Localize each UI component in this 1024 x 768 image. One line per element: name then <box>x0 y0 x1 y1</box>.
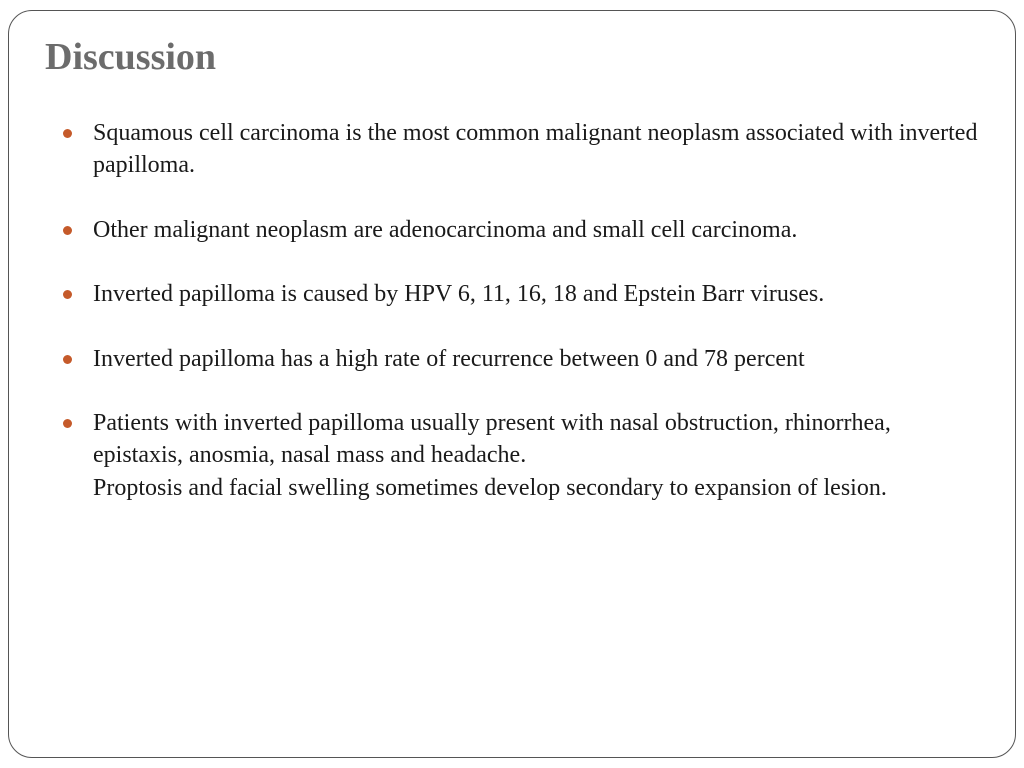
bullet-item: Inverted papilloma is caused by HPV 6, 1… <box>63 278 979 310</box>
slide-frame: Discussion Squamous cell carcinoma is th… <box>8 10 1016 758</box>
bullet-text: Patients with inverted papilloma usually… <box>93 407 979 472</box>
bullet-item: Patients with inverted papilloma usually… <box>63 407 979 504</box>
slide-title: Discussion <box>45 35 979 79</box>
bullet-list: Squamous cell carcinoma is the most comm… <box>45 117 979 504</box>
bullet-text: Squamous cell carcinoma is the most comm… <box>93 120 977 178</box>
bullet-item: Squamous cell carcinoma is the most comm… <box>63 117 979 182</box>
bullet-continuation: Proptosis and facial swelling sometimes … <box>93 472 979 504</box>
bullet-item: Other malignant neoplasm are adenocarcin… <box>63 214 979 246</box>
bullet-item: Inverted papilloma has a high rate of re… <box>63 343 979 375</box>
bullet-text: Other malignant neoplasm are adenocarcin… <box>93 217 797 243</box>
bullet-text: Inverted papilloma has a high rate of re… <box>93 346 805 372</box>
bullet-text: Inverted papilloma is caused by HPV 6, 1… <box>93 281 824 307</box>
